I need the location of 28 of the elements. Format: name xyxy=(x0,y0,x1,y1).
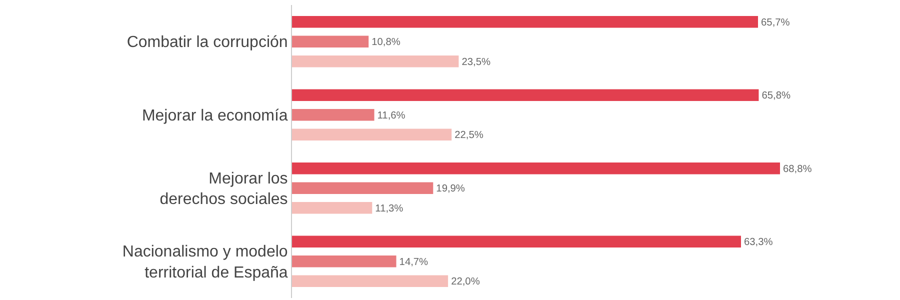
bar xyxy=(292,89,759,101)
data-label: 65,7% xyxy=(761,17,790,28)
y-tick-label: Combatir la corrupción xyxy=(126,34,288,52)
bar xyxy=(292,182,434,194)
data-label: 14,7% xyxy=(399,256,428,268)
data-label: 11,6% xyxy=(377,110,406,122)
bar xyxy=(292,202,372,214)
data-label: 19,9% xyxy=(436,184,465,195)
data-label: 68,8% xyxy=(783,164,812,175)
bar xyxy=(292,36,369,48)
data-label: 23,5% xyxy=(462,56,490,68)
data-label: 63,3% xyxy=(744,237,773,248)
bar xyxy=(292,109,374,121)
y-tick-label: Mejorar la economía xyxy=(142,107,288,124)
bar xyxy=(292,128,452,141)
data-label: 10,8% xyxy=(372,37,400,48)
bar xyxy=(292,162,780,174)
data-label: 22,0% xyxy=(451,276,480,288)
bar xyxy=(292,56,459,68)
bar xyxy=(292,16,758,28)
bar xyxy=(292,256,396,268)
data-label: 22,5% xyxy=(454,130,484,142)
data-label: 65,8% xyxy=(762,90,791,102)
y-tick-label: Nacionalismo y modelo territorial de España xyxy=(122,244,288,282)
bar xyxy=(292,236,741,248)
y-tick-label: Mejorar los derechos sociales xyxy=(160,170,288,208)
data-label: 11,3% xyxy=(375,203,404,214)
bar xyxy=(292,275,448,288)
